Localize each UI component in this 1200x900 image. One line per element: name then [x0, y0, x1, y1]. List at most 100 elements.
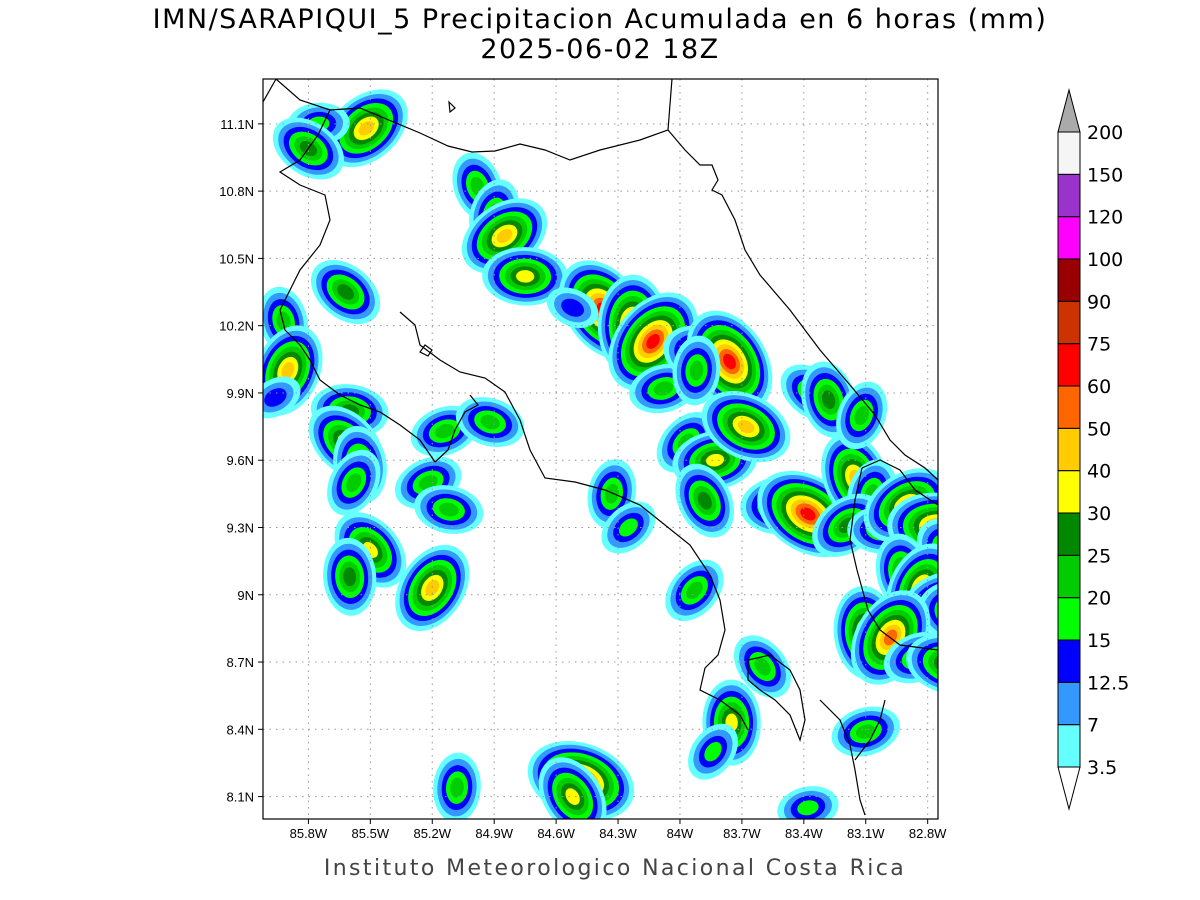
precip-contour — [697, 491, 712, 510]
y-tick-label: 8.7N — [227, 655, 254, 670]
colorbar-swatch — [1057, 258, 1081, 302]
colorbar-swatch — [1057, 597, 1081, 641]
colorbar: 3.5 7 12.5 15 20 25 30 40 50 60 75 90 100 120 150 200 — [1057, 88, 1129, 811]
x-tick-label: 83.7W — [723, 826, 761, 841]
colorbar-label: 60 — [1087, 376, 1111, 398]
rain-cell — [414, 485, 484, 534]
rain-cell — [836, 381, 888, 450]
precip-contour — [821, 390, 836, 409]
colorbar-label: 90 — [1087, 291, 1111, 313]
x-tick-label: 83.4W — [785, 826, 823, 841]
colorbar-swatch — [1057, 470, 1081, 514]
colorbar-label: 100 — [1087, 249, 1123, 271]
y-axis: 11.1N 10.8N 10.5N 10.2N 9.9N 9.6N 9.3N 9N 8.7N 8.… — [219, 117, 263, 805]
rain-cell — [733, 635, 792, 698]
precip-contour — [516, 270, 535, 283]
precip-contour — [450, 777, 464, 798]
x-tick-label: 84.9W — [475, 826, 513, 841]
colorbar-label: 20 — [1087, 588, 1111, 610]
island — [448, 100, 456, 114]
precip-contour — [944, 544, 966, 565]
y-tick-label: 8.4N — [227, 722, 254, 737]
precip-contour — [961, 604, 1019, 662]
colorbar-bottom-arrow — [1057, 766, 1081, 811]
rain-cell — [395, 544, 470, 632]
gulf-of-nicoya — [399, 311, 749, 731]
colorbar-swatch — [1057, 131, 1081, 175]
colorbar-swatch — [1057, 724, 1081, 768]
precip-contour — [561, 298, 585, 317]
x-tick-label: 84W — [667, 826, 694, 841]
x-tick-label: 85.5W — [352, 826, 390, 841]
precip-contour — [737, 420, 755, 434]
rain-cell — [323, 537, 377, 616]
precip-contour — [337, 284, 354, 300]
colorbar-label: 12.5 — [1087, 672, 1129, 694]
colorbar-label: 150 — [1087, 164, 1123, 186]
x-tick-label: 85.8W — [290, 826, 328, 841]
precip-contour — [955, 597, 1025, 668]
precip-contour — [434, 423, 455, 439]
precip-contour — [943, 596, 986, 629]
colorbar-label: 15 — [1087, 630, 1111, 652]
colorbar-label: 75 — [1087, 334, 1111, 356]
x-tick-label: 84.6W — [537, 826, 575, 841]
rain-cell — [546, 287, 599, 328]
x-tick-label: 84.3W — [599, 826, 637, 841]
precip-contour — [689, 360, 704, 381]
nicaragua-border — [359, 79, 673, 161]
precip-contour — [856, 724, 876, 739]
y-tick-label: 10.8N — [219, 184, 254, 199]
precip-contour — [800, 507, 816, 521]
rain-cell — [482, 247, 569, 306]
rain-cell — [675, 463, 735, 538]
pacific-coast-north — [278, 109, 436, 463]
rain-cell — [672, 335, 721, 406]
y-tick-label: 9.3N — [227, 520, 254, 535]
rain-cell — [433, 752, 481, 819]
precip-contour — [480, 414, 500, 430]
colorbar-swatch — [1057, 554, 1081, 599]
footer-credit: Instituto Meteorologico Nacional Costa R… — [323, 856, 907, 881]
island — [419, 344, 433, 357]
precip-contour — [706, 453, 725, 467]
colorbar-swatch — [1057, 385, 1081, 429]
y-tick-label: 9N — [237, 588, 254, 603]
rain-cell — [310, 259, 381, 325]
y-tick-label: 9.6N — [227, 453, 254, 468]
precip-layer — [263, 89, 1049, 819]
golfo-dulce — [747, 654, 806, 742]
x-tick-label: 83.1W — [847, 826, 885, 841]
colorbar-swatch — [1057, 300, 1081, 345]
precip-contour — [973, 616, 1006, 649]
precip-contour — [276, 311, 291, 332]
precip-contour — [438, 502, 459, 517]
precip-contour — [980, 623, 1000, 643]
precip-contour — [343, 567, 357, 587]
rain-cell — [929, 572, 1049, 694]
precip-contour — [496, 229, 513, 243]
precip-contour — [281, 362, 295, 379]
precip-contour — [934, 591, 938, 634]
colorbar-label: 120 — [1087, 207, 1123, 229]
colorbar-label: 30 — [1087, 503, 1111, 525]
precip-contour — [653, 381, 674, 396]
rain-cell — [327, 449, 381, 516]
colorbar-label: 7 — [1087, 715, 1099, 737]
colorbar-swatch — [1057, 512, 1081, 556]
map-title: IMN/SARAPIQUI_5 Precipitacion Acumulada … — [152, 4, 1048, 35]
precip-contour — [936, 578, 1044, 687]
colorbar-top-arrow — [1057, 88, 1081, 133]
nicaragua-pacific-coast — [263, 79, 361, 111]
precip-contour — [646, 334, 660, 349]
y-tick-label: 10.5N — [219, 251, 254, 266]
colorbar-swatch — [1057, 216, 1081, 260]
precip-contour — [797, 800, 819, 816]
rain-cell — [263, 376, 301, 419]
rain-cell — [538, 757, 607, 819]
precip-contour — [937, 537, 972, 572]
colorbar-label: 50 — [1087, 418, 1111, 440]
rain-cell — [688, 723, 738, 780]
y-tick-label: 11.1N — [220, 117, 254, 132]
